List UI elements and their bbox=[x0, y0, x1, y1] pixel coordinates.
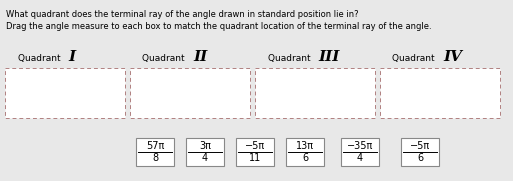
Text: 6: 6 bbox=[302, 153, 308, 163]
Bar bbox=[130, 68, 250, 118]
Bar bbox=[236, 138, 274, 166]
Text: Quadrant: Quadrant bbox=[392, 54, 438, 63]
Bar bbox=[186, 138, 224, 166]
Bar bbox=[401, 138, 439, 166]
Text: Quadrant: Quadrant bbox=[17, 54, 63, 63]
Bar bbox=[255, 68, 375, 118]
Text: 6: 6 bbox=[417, 153, 423, 163]
Text: Quadrant: Quadrant bbox=[267, 54, 313, 63]
Text: 8: 8 bbox=[152, 153, 158, 163]
Text: II: II bbox=[193, 50, 207, 64]
Text: Quadrant: Quadrant bbox=[143, 54, 188, 63]
Text: 4: 4 bbox=[357, 153, 363, 163]
Bar bbox=[341, 138, 379, 166]
Text: 13π: 13π bbox=[296, 141, 314, 151]
Bar bbox=[380, 68, 500, 118]
Text: 3π: 3π bbox=[199, 141, 211, 151]
Text: 4: 4 bbox=[202, 153, 208, 163]
Text: 57π: 57π bbox=[146, 141, 164, 151]
Text: −5π: −5π bbox=[410, 141, 430, 151]
Text: −5π: −5π bbox=[245, 141, 265, 151]
Bar bbox=[136, 138, 174, 166]
Bar bbox=[286, 138, 324, 166]
Text: Drag the angle measure to each box to match the quadrant location of the termina: Drag the angle measure to each box to ma… bbox=[6, 22, 431, 31]
Text: What quadrant does the terminal ray of the angle drawn in standard position lie : What quadrant does the terminal ray of t… bbox=[6, 10, 359, 19]
Text: −35π: −35π bbox=[347, 141, 373, 151]
Text: I: I bbox=[68, 50, 75, 64]
Bar bbox=[5, 68, 125, 118]
Text: 11: 11 bbox=[249, 153, 261, 163]
Text: IV: IV bbox=[443, 50, 462, 64]
Text: III: III bbox=[318, 50, 340, 64]
